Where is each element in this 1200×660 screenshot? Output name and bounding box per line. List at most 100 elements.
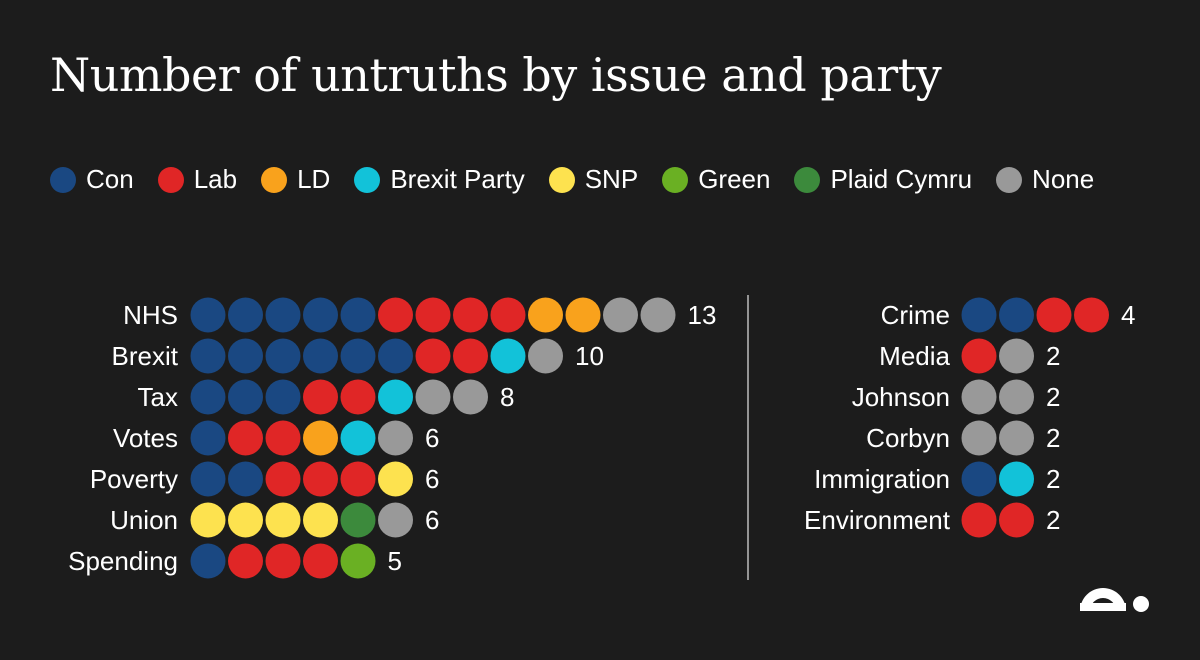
dot-mark: [999, 338, 1034, 374]
dot-mark: [190, 379, 226, 415]
dot-mark: [603, 297, 638, 333]
dot-mark: [190, 461, 226, 497]
dot-mark: [228, 502, 263, 538]
dot-mark: [190, 502, 226, 538]
dot-mark: [999, 420, 1034, 456]
chart-title: Number of untruths by issue and party: [50, 48, 942, 102]
dot-mark: [340, 338, 376, 374]
dot-mark: [453, 338, 488, 374]
legend-label: Lab: [193, 164, 238, 194]
legend-label: Plaid Cymru: [830, 164, 973, 194]
legend-item: Brexit Party: [354, 164, 525, 195]
row-total: 4: [1121, 300, 1135, 330]
legend-label: Brexit Party: [390, 164, 525, 194]
row-total: 6: [425, 505, 439, 535]
legend-item: Con: [50, 164, 134, 195]
row-total: 2: [1046, 464, 1060, 494]
dot-mark: [378, 338, 413, 374]
dot-mark: [453, 379, 488, 415]
legend-item: LD: [261, 164, 330, 195]
dot-mark: [190, 420, 226, 456]
dot-mark: [565, 297, 601, 333]
legend-label: None: [1032, 164, 1095, 194]
dot-mark: [378, 461, 413, 497]
legend-label: Green: [698, 164, 771, 194]
dot-mark: [490, 297, 526, 333]
legend-swatch: [157, 166, 184, 193]
dot-mark: [528, 297, 563, 333]
dot-mark: [190, 338, 226, 374]
dot-mark: [961, 420, 997, 456]
row-label: Environment: [804, 505, 951, 535]
dot-mark: [340, 420, 376, 456]
row-total: 2: [1046, 423, 1060, 453]
dot-mark: [378, 420, 413, 456]
legend-label: Con: [86, 164, 134, 194]
dot-mark: [490, 338, 526, 374]
legend-item: Green: [662, 164, 770, 195]
dot-mark: [378, 297, 413, 333]
dot-mark: [265, 420, 301, 456]
legend-swatch: [996, 166, 1023, 193]
row-label: Brexit: [112, 341, 179, 371]
dot-mark: [228, 297, 263, 333]
legend-swatch: [548, 166, 575, 193]
row-label: Union: [110, 505, 178, 535]
dot-mark: [415, 297, 451, 333]
legend-swatch: [50, 166, 76, 193]
dot-mark: [228, 379, 263, 415]
legend-label: LD: [297, 164, 331, 194]
dot-mark: [640, 297, 676, 333]
row-label: Immigration: [814, 464, 950, 494]
dot-mark: [340, 297, 376, 333]
legend-swatch: [794, 166, 821, 193]
publisher-logo-icon: [1080, 588, 1149, 612]
row-label: Media: [879, 341, 950, 371]
dot-mark: [228, 543, 263, 579]
dot-mark: [265, 502, 301, 538]
row-total: 6: [425, 423, 439, 453]
dot-mark: [453, 297, 488, 333]
row-total: 5: [388, 546, 402, 576]
legend-swatch: [261, 166, 288, 193]
dot-mark: [265, 543, 301, 579]
dot-mark: [265, 379, 301, 415]
dot-mark: [1036, 297, 1072, 333]
dot-mark: [228, 338, 263, 374]
row-label: Crime: [881, 300, 950, 330]
dot-mark: [415, 338, 451, 374]
dot-mark: [340, 379, 376, 415]
dot-mark: [340, 502, 376, 538]
legend-item: Lab: [157, 164, 238, 195]
legend-item: Plaid Cymru: [794, 164, 972, 195]
dot-mark: [340, 543, 376, 579]
dot-mark: [265, 461, 301, 497]
legend-item: SNP: [548, 164, 638, 195]
dot-mark: [1074, 297, 1109, 333]
row-total: 2: [1046, 505, 1060, 535]
dot-mark: [303, 461, 338, 497]
legend-swatch: [354, 166, 381, 193]
dot-mark: [303, 379, 338, 415]
dot-mark: [303, 338, 338, 374]
dot-mark: [999, 461, 1034, 497]
row-label: Poverty: [90, 464, 178, 494]
legend-swatch: [662, 166, 689, 193]
row-total: 2: [1046, 382, 1060, 412]
dot-mark: [999, 297, 1034, 333]
dot-mark: [303, 420, 338, 456]
row-label: Spending: [68, 546, 178, 576]
legend-item: None: [996, 164, 1094, 195]
dot-mark: [265, 297, 301, 333]
dot-mark: [961, 461, 997, 497]
dot-mark: [303, 297, 338, 333]
row-total: 2: [1046, 341, 1060, 371]
row-label: Votes: [113, 423, 178, 453]
dot-mark: [961, 338, 997, 374]
dot-mark: [190, 297, 226, 333]
dot-mark: [961, 502, 997, 538]
dot-mark: [228, 461, 263, 497]
row-label: NHS: [123, 300, 178, 330]
dot-mark: [340, 461, 376, 497]
